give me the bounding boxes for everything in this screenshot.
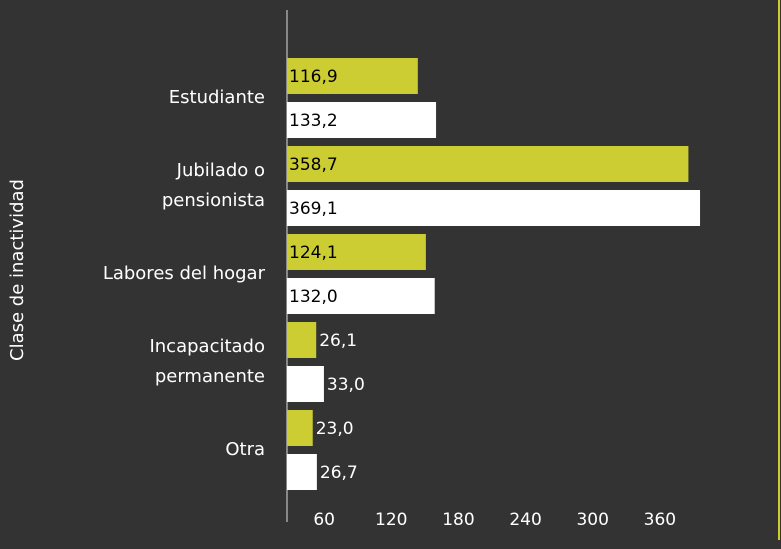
- y-axis-title: Clase de inactividad: [7, 179, 28, 361]
- value-label: 26,1: [319, 331, 357, 351]
- bar: [287, 234, 426, 270]
- value-label: 369,1: [289, 199, 338, 219]
- bar: [287, 146, 689, 182]
- y-tick-label: Otra: [225, 439, 265, 460]
- bar: [287, 366, 324, 402]
- bar: [287, 58, 418, 94]
- x-tick-label: 180: [442, 510, 474, 530]
- y-tick-label: Estudiante: [168, 87, 265, 108]
- y-tick-label: Jubilado o pensionista: [161, 160, 265, 211]
- value-label: 132,0: [289, 287, 338, 307]
- x-tick-label: 300: [576, 510, 608, 530]
- value-label: 26,7: [320, 463, 358, 483]
- bar: [287, 102, 437, 138]
- bar: [287, 322, 317, 358]
- bar: [287, 410, 313, 446]
- y-tick-label: Labores del hogar: [102, 263, 265, 284]
- bar: [287, 454, 317, 490]
- x-tick-label: 60: [313, 510, 335, 530]
- value-label: 358,7: [289, 155, 338, 175]
- y-tick-label: Incapacitado permanente: [149, 336, 265, 387]
- bar: [287, 190, 701, 226]
- x-tick-label: 240: [509, 510, 541, 530]
- value-label: 33,0: [327, 375, 365, 395]
- x-tick-label: 360: [644, 510, 676, 530]
- value-label: 133,2: [289, 111, 338, 131]
- x-tick-label: 120: [375, 510, 407, 530]
- value-label: 23,0: [316, 419, 354, 439]
- value-label: 124,1: [289, 243, 338, 263]
- value-label: 116,9: [289, 67, 338, 87]
- bar: [287, 278, 435, 314]
